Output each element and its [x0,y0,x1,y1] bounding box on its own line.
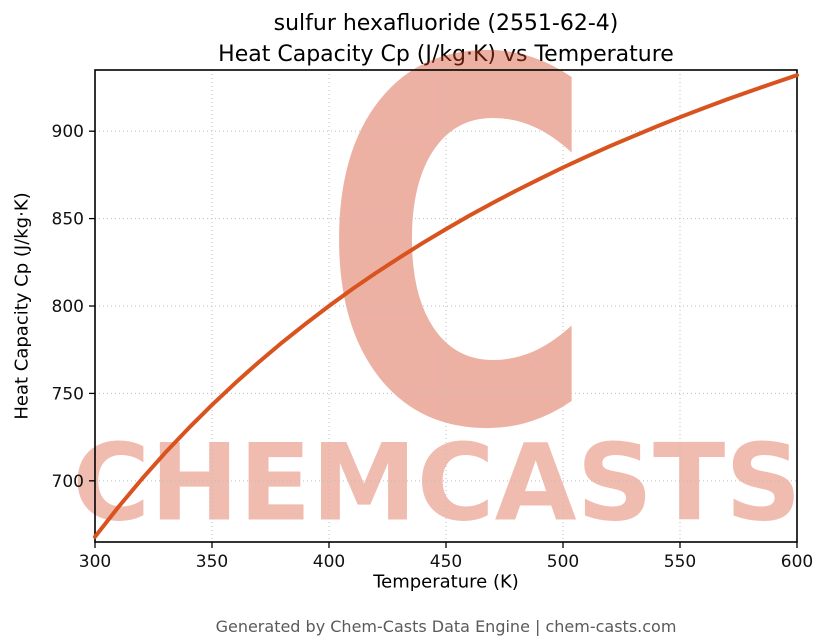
x-tick-label: 600 [781,552,813,572]
x-tick-label: 300 [79,552,111,572]
y-tick-label: 850 [52,210,84,230]
y-tick-label: 750 [52,384,84,404]
chart-title-line1: sulfur hexafluoride (2551-62-4) [273,11,619,36]
x-tick-label: 450 [430,552,462,572]
x-tick-label: 350 [196,552,228,572]
chart-title-line2: Heat Capacity Cp (J/kg·K) vs Temperature [218,42,674,67]
chart-title: sulfur hexafluoride (2551-62-4) Heat Cap… [218,8,674,70]
y-tick-label: 900 [52,122,84,142]
axes-frame [94,69,798,543]
x-axis-label: Temperature (K) [373,571,519,593]
x-tick-label: 500 [547,552,579,572]
y-tick-label: 700 [52,472,84,492]
data-line [93,73,799,539]
x-tick-label: 400 [313,552,345,572]
x-tick-label: 550 [664,552,696,572]
y-axis-label: Heat Capacity Cp (J/kg·K) [11,192,33,420]
footer-text: Generated by Chem-Casts Data Engine | ch… [215,617,677,636]
y-tick-label: 800 [52,297,84,317]
